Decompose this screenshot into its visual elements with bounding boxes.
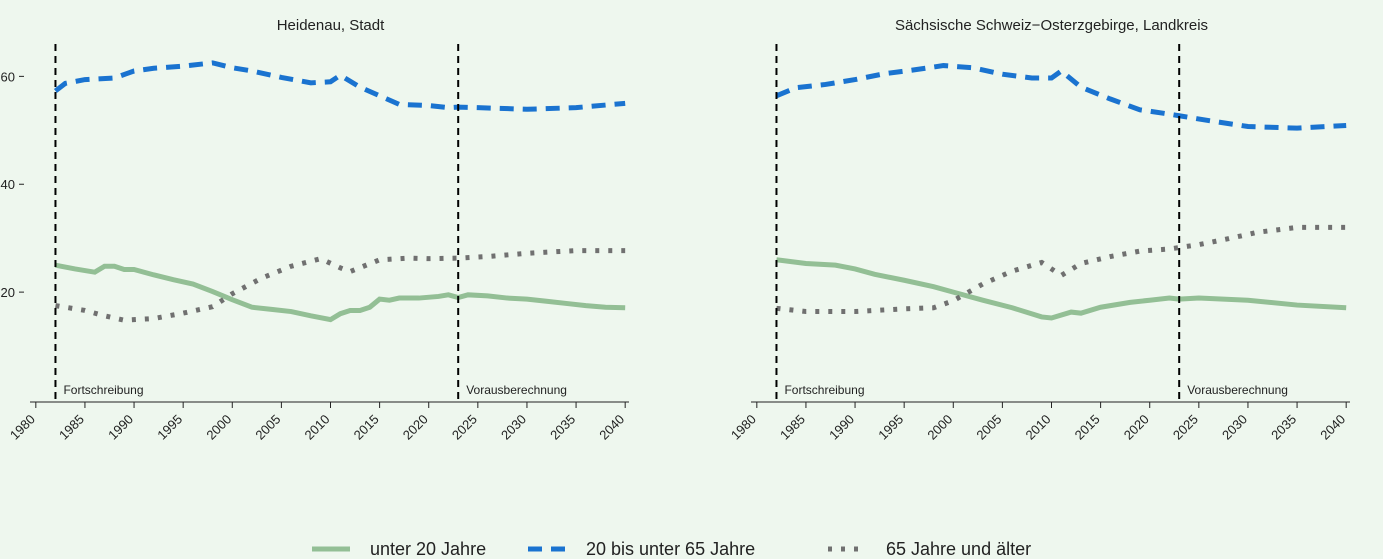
x-tick-label: 2025 (449, 412, 480, 443)
x-tick-label: 2000 (203, 412, 234, 443)
legend-label: unter 20 Jahre (370, 539, 486, 559)
x-tick-label: 1980 (728, 412, 759, 443)
x-tick-label: 2035 (1268, 412, 1299, 443)
x-tick-label: 2010 (302, 412, 333, 443)
x-tick-label: 1990 (826, 412, 857, 443)
series-line (54, 262, 626, 323)
x-tick-label: 2040 (1317, 412, 1348, 443)
x-tick-label: 2030 (498, 412, 529, 443)
y-tick-label: 40 (1, 177, 15, 192)
x-tick-label: 2000 (924, 412, 955, 443)
phase-label: Vorausberechnung (1187, 383, 1288, 397)
x-tick-label: 2035 (547, 412, 578, 443)
x-tick-label: 1995 (875, 412, 906, 443)
panel-title: Sächsische Schweiz−Osterzgebirge, Landkr… (895, 17, 1208, 34)
x-tick-label: 2015 (1072, 412, 1103, 443)
phase-label: Fortschreibung (784, 383, 864, 397)
x-tick-label: 1980 (7, 412, 38, 443)
panel-title: Heidenau, Stadt (277, 17, 385, 34)
phase-label: Vorausberechnung (466, 383, 567, 397)
legend-label: 65 Jahre und älter (886, 539, 1031, 559)
series-line (776, 257, 1347, 321)
x-tick-label: 2010 (1023, 412, 1054, 443)
x-tick-label: 2020 (1121, 412, 1152, 443)
series-line (775, 63, 1347, 131)
legend-label: 20 bis unter 65 Jahre (586, 539, 755, 559)
x-tick-label: 2025 (1170, 412, 1201, 443)
phase-label: Fortschreibung (63, 383, 143, 397)
x-tick-label: 1990 (105, 412, 136, 443)
x-tick-label: 1995 (154, 412, 185, 443)
x-tick-label: 2015 (351, 412, 382, 443)
x-tick-label: 1985 (777, 412, 808, 443)
y-tick-label: 60 (1, 69, 15, 84)
x-tick-label: 2005 (973, 412, 1004, 443)
series-line (55, 248, 626, 323)
x-tick-label: 1985 (56, 412, 87, 443)
x-tick-label: 2005 (252, 412, 283, 443)
series-line (776, 224, 1347, 315)
x-tick-label: 2020 (400, 412, 431, 443)
x-tick-label: 2030 (1219, 412, 1250, 443)
series-line (53, 60, 626, 112)
y-tick-label: 20 (1, 285, 15, 300)
x-tick-label: 2040 (596, 412, 627, 443)
